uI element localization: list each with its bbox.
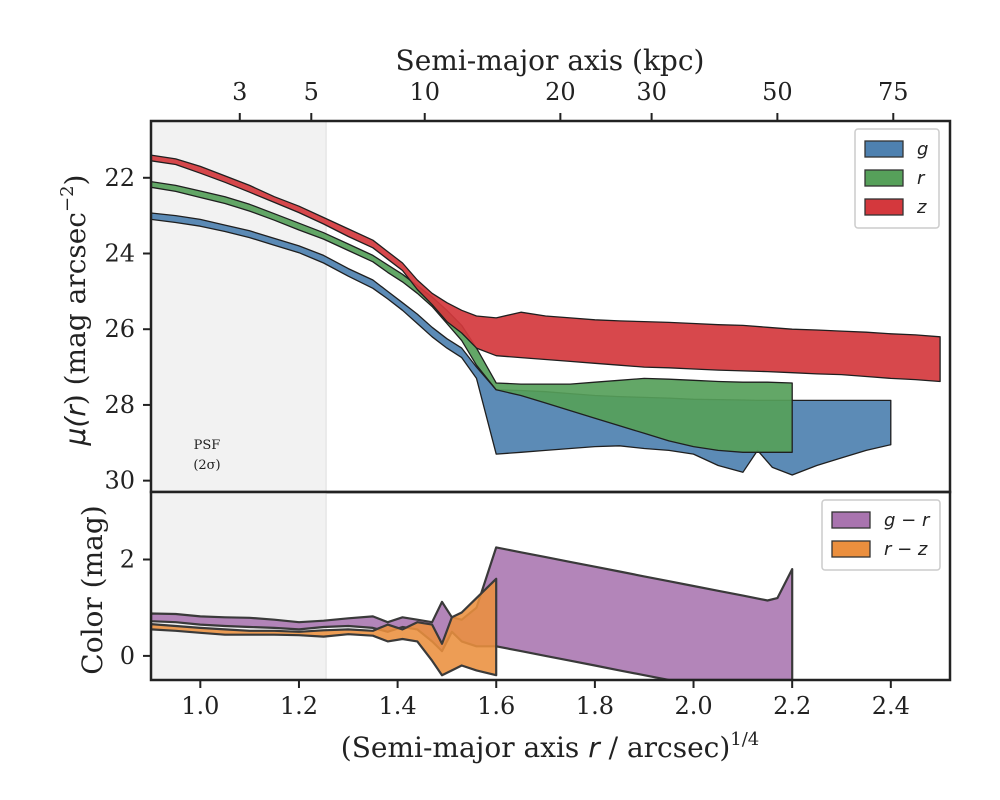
- color-y-tick-label: 2: [120, 545, 135, 573]
- top-tick-label: 5: [304, 78, 319, 106]
- x-tick-label: 1.4: [379, 692, 417, 720]
- upper-series-group: [151, 154, 941, 476]
- upper-ylabel-post: ) (mag arcsec: [59, 212, 92, 405]
- x-axis-title: (Semi-major axis r / arcsec)1/4: [341, 729, 759, 764]
- lower-frame: [149, 490, 952, 682]
- mu-y-tick-label: 24: [104, 240, 135, 268]
- top-tick-label: 20: [545, 78, 576, 106]
- legend-label: g: [917, 139, 928, 160]
- top-tick-label: 10: [409, 78, 440, 106]
- lower-ticks: 1.0 1.2 1.4 1.6 1.8 2.0 2.2 2.4 0 2: [120, 545, 910, 720]
- x-tick-label: 2.2: [773, 692, 811, 720]
- lower-series-group: [151, 546, 794, 680]
- legend-label: g − r: [884, 510, 931, 531]
- upper-ylabel-var: r: [59, 404, 92, 417]
- mu-y-tick-label: 30: [104, 467, 135, 495]
- top-axis-title: Semi-major axis (kpc): [396, 44, 705, 77]
- surface-brightness-panel: 22 24 26 28 30 3 5 10 20 30 50 75 PSF (2σ) grz: [104, 78, 952, 495]
- upper-ylabel-pre: μ(: [59, 416, 92, 447]
- x-tick-label: 1.2: [280, 692, 318, 720]
- x-tick-label: 2.4: [872, 692, 910, 720]
- x-axis-title-var: r: [588, 731, 601, 764]
- upper-y-axis-title: μ(r) (mag arcsec−2): [57, 175, 92, 447]
- color-panel: 1.0 1.2 1.4 1.6 1.8 2.0 2.2 2.4 0 2 g − r r − z: [120, 490, 952, 720]
- mu-y-tick-label: 22: [104, 164, 135, 192]
- x-tick-label: 1.0: [181, 692, 219, 720]
- top-tick-label: 30: [636, 78, 667, 106]
- x-tick-label: 2.0: [674, 692, 712, 720]
- top-tick-label: 50: [762, 78, 793, 106]
- top-tick-label: 75: [878, 78, 909, 106]
- series-band-z: [151, 154, 941, 383]
- mu-y-tick-label: 26: [104, 315, 135, 343]
- legend-swatch: [831, 511, 871, 529]
- x-axis-title-exp: 1/4: [730, 729, 759, 750]
- x-axis-title-tail: / arcsec): [600, 731, 731, 764]
- lower-y-axis-title: Color (mag): [76, 505, 109, 674]
- legend-swatch: [864, 140, 904, 158]
- mu-y-tick-label: 28: [104, 391, 135, 419]
- upper-ylabel-close: ): [59, 175, 92, 186]
- upper-ylabel-exp: −2: [57, 185, 78, 212]
- psf-label: PSF: [194, 438, 221, 453]
- legend-label: r − z: [884, 539, 928, 560]
- psf-label-sigma: (2σ): [193, 458, 220, 473]
- upper-legend: grz: [854, 128, 940, 229]
- upper-ticks: 22 24 26 28 30: [104, 164, 151, 495]
- lower-legend: g − r r − z: [821, 499, 941, 571]
- color-y-tick-label: 0: [120, 642, 135, 670]
- x-tick-label: 1.6: [477, 692, 515, 720]
- series-band-r-minus-z: [151, 577, 498, 677]
- psf-region: [151, 121, 327, 492]
- top-kpc-ticks: 3 5 10 20 30 50 75: [232, 78, 909, 121]
- top-tick-label: 3: [232, 78, 247, 106]
- legend-swatch: [864, 198, 904, 216]
- legend-label: r: [917, 168, 926, 189]
- series-band-r: [151, 180, 793, 453]
- x-tick-label: 1.8: [576, 692, 614, 720]
- legend-swatch: [831, 540, 871, 558]
- legend-swatch: [864, 169, 904, 187]
- legend-label: z: [916, 197, 927, 218]
- x-axis-title-main: (Semi-major axis: [341, 731, 588, 764]
- psf-region-lower: [151, 492, 327, 680]
